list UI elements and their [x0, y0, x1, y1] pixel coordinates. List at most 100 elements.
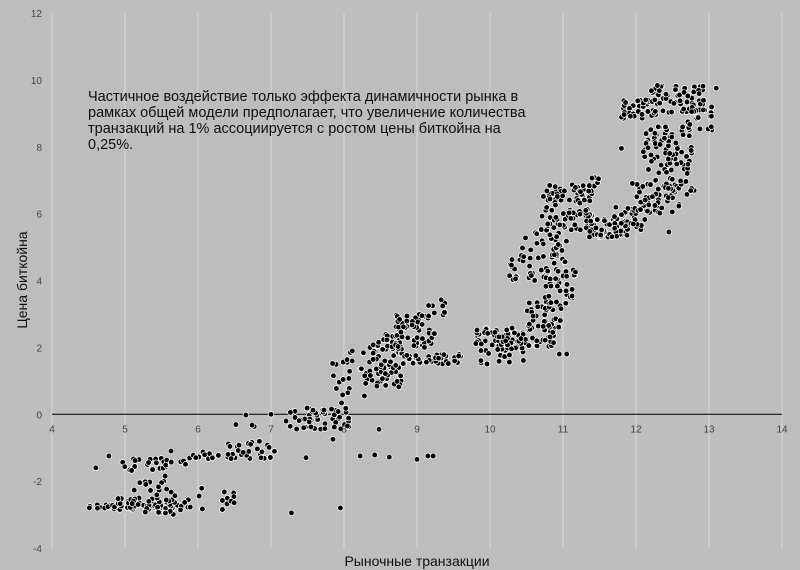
data-point	[182, 461, 189, 468]
data-point	[551, 260, 558, 267]
data-point	[579, 182, 587, 189]
data-point	[686, 121, 693, 128]
data-point	[371, 451, 378, 459]
data-point	[369, 350, 377, 357]
data-point	[549, 329, 556, 336]
data-point	[657, 161, 665, 169]
x-tick-label: 12	[630, 424, 642, 435]
data-point	[257, 454, 265, 462]
data-point	[540, 323, 547, 330]
data-point	[669, 208, 676, 216]
data-point	[670, 100, 678, 107]
x-tick-label: 14	[776, 424, 788, 435]
data-point	[557, 317, 564, 324]
data-point	[534, 303, 541, 310]
data-point	[293, 425, 300, 433]
data-point	[163, 485, 170, 493]
data-point	[595, 175, 602, 182]
data-point	[668, 133, 675, 141]
data-point	[552, 201, 559, 209]
data-point	[623, 232, 631, 239]
data-point	[129, 500, 136, 507]
data-point	[192, 454, 199, 461]
data-points	[86, 82, 720, 518]
data-point	[545, 293, 552, 300]
data-point	[583, 224, 590, 231]
data-point	[572, 184, 579, 191]
data-point	[232, 421, 240, 428]
data-point	[167, 447, 175, 455]
data-point	[648, 87, 655, 94]
data-point	[508, 324, 516, 332]
data-point	[708, 123, 715, 130]
data-point	[618, 211, 625, 218]
data-point	[651, 96, 658, 104]
data-point	[477, 347, 485, 354]
y-tick-label: 12	[31, 9, 43, 20]
data-point	[700, 106, 707, 114]
data-point	[557, 305, 565, 312]
data-point	[528, 272, 535, 279]
data-point	[550, 339, 557, 346]
data-point	[538, 213, 546, 220]
x-tick-labels: 4 5 6 7 8 9 10 11 12 13 14	[49, 424, 788, 435]
data-point	[508, 261, 515, 269]
data-point	[231, 499, 238, 506]
data-point	[556, 221, 563, 229]
data-point	[526, 299, 533, 307]
y-tick-label: 4	[36, 277, 42, 288]
data-point	[551, 251, 558, 258]
data-point	[321, 425, 329, 432]
data-point	[383, 336, 391, 344]
data-point	[656, 141, 664, 148]
data-point	[392, 362, 399, 369]
data-point	[375, 426, 383, 433]
data-point	[287, 423, 294, 430]
data-point	[329, 360, 336, 367]
data-point	[154, 504, 161, 511]
data-point	[271, 448, 278, 455]
data-point	[684, 161, 692, 168]
data-point	[546, 231, 554, 238]
data-point	[656, 87, 663, 94]
data-point	[651, 130, 659, 137]
data-point	[162, 462, 169, 469]
data-point	[425, 312, 432, 320]
data-point	[425, 302, 432, 309]
data-point	[611, 213, 618, 220]
data-point	[552, 183, 559, 190]
data-point	[568, 292, 576, 300]
data-point	[356, 452, 364, 460]
data-point	[669, 176, 676, 183]
data-point	[560, 210, 567, 217]
data-point	[662, 91, 670, 98]
data-point	[665, 142, 672, 150]
data-point	[533, 342, 541, 350]
data-point	[563, 238, 570, 245]
data-point	[506, 351, 513, 359]
data-point	[331, 423, 338, 431]
data-point	[431, 330, 438, 337]
data-point	[558, 247, 566, 254]
data-point	[679, 131, 687, 138]
data-point	[379, 346, 386, 353]
data-point	[149, 466, 156, 473]
data-point	[455, 352, 462, 360]
data-point	[553, 298, 560, 306]
data-point	[423, 359, 430, 366]
data-point	[472, 340, 479, 347]
data-point	[431, 309, 438, 317]
data-point	[519, 244, 526, 252]
data-point	[361, 372, 368, 379]
data-point	[344, 389, 352, 396]
data-point	[677, 177, 684, 185]
data-point	[634, 97, 641, 104]
grid-lines	[51, 13, 783, 548]
data-point	[418, 312, 426, 319]
data-point	[245, 448, 252, 455]
data-point	[309, 407, 317, 414]
data-point	[282, 417, 290, 425]
data-point	[367, 372, 374, 379]
data-point	[328, 405, 335, 413]
data-point	[526, 262, 533, 270]
